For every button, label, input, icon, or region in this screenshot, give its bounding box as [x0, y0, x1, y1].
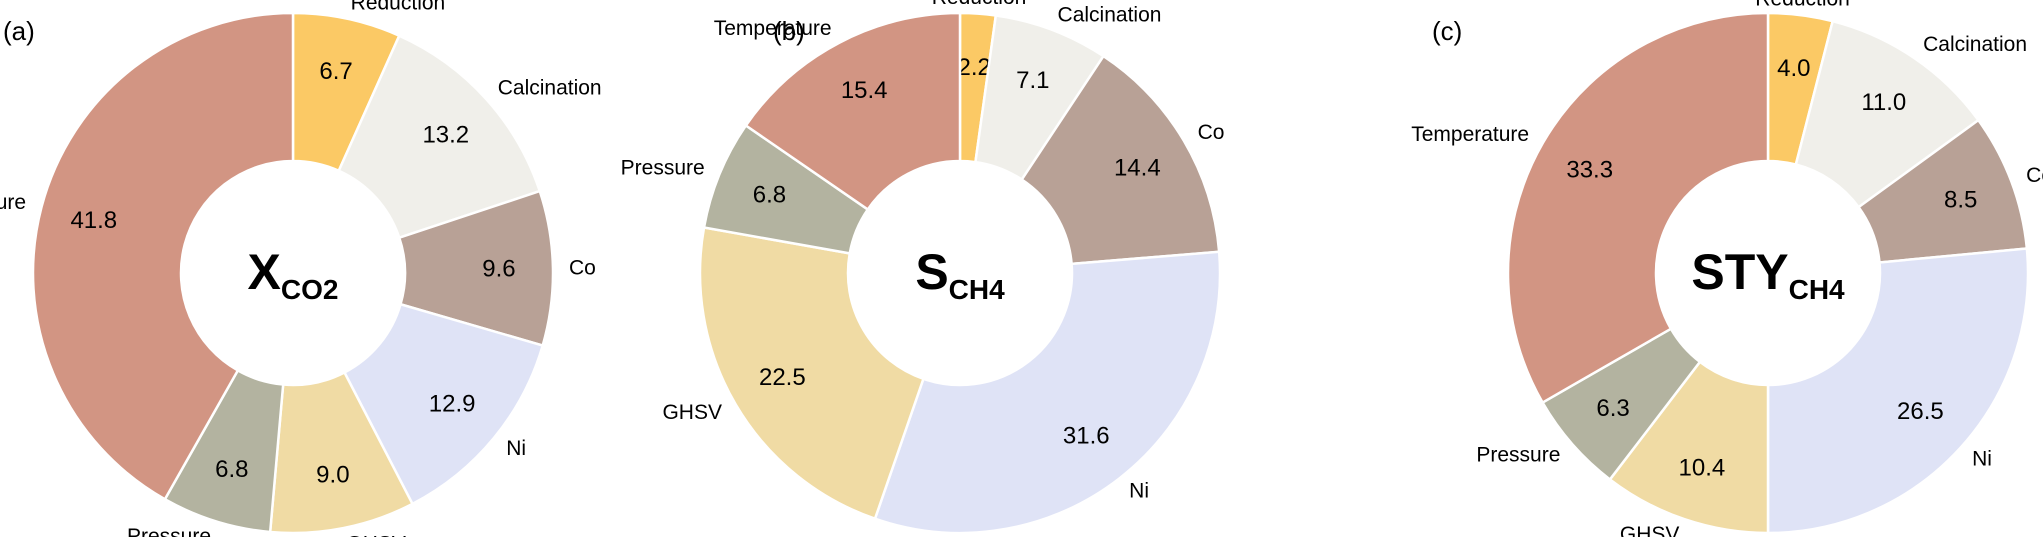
value-label-ghsv: 22.5 [759, 364, 806, 391]
category-label-ghsv: GHSV [662, 401, 722, 424]
category-label-reduction: Reduction [1755, 0, 1850, 11]
value-label-ghsv: 9.0 [316, 462, 349, 489]
center-title: XCO2 [248, 244, 339, 305]
category-label-co: Co [569, 256, 596, 279]
category-label-ghsv: GHSV [346, 532, 406, 537]
category-label-calcination: Calcination [1058, 3, 1162, 26]
value-label-temperature: 33.3 [1566, 156, 1613, 183]
center-title: STYCH4 [1691, 244, 1845, 305]
category-label-temperature: Temperature [714, 17, 832, 40]
panel-label: (b) [773, 16, 805, 46]
value-label-reduction: 2.2 [958, 54, 991, 81]
value-label-temperature: 41.8 [70, 207, 117, 234]
donut-chart-3: (c) 4.0 Reduction 11.0 Calcination 8.5 Co 26.5 N… [1411, 0, 2043, 537]
slice-co [1020, 54, 1221, 266]
category-label-reduction: Reduction [932, 0, 1027, 9]
slice-ni [342, 302, 545, 506]
category-label-temperature: Temperature [0, 191, 26, 214]
value-label-ni: 26.5 [1897, 398, 1944, 425]
value-label-calcination: 13.2 [422, 121, 469, 148]
value-label-reduction: 4.0 [1777, 55, 1810, 82]
value-label-ni: 12.9 [429, 390, 476, 417]
value-label-co: 9.6 [482, 256, 515, 283]
value-label-calcination: 7.1 [1016, 67, 1049, 94]
slice-temperature [1506, 11, 1770, 405]
category-label-pressure: Pressure [127, 525, 211, 537]
category-label-co: Co [1198, 121, 1225, 144]
value-label-co: 8.5 [1944, 187, 1977, 214]
center-title: SCH4 [915, 244, 1005, 305]
category-label-pressure: Pressure [621, 157, 705, 180]
category-label-co: Co [2026, 164, 2043, 187]
category-label-pressure: Pressure [1476, 443, 1560, 466]
category-label-ni: Ni [1129, 480, 1149, 503]
donut-chart-2: (b) 2.2 Reduction 7.1 Calcination 14.4 Co 31.6 N… [621, 0, 1225, 535]
category-label-calcination: Calcination [498, 76, 602, 99]
value-label-temperature: 15.4 [841, 77, 888, 104]
slice-ni [873, 250, 1222, 535]
category-label-reduction: Reduction [351, 0, 446, 15]
value-label-reduction: 6.7 [319, 58, 352, 85]
slice-ghsv [698, 226, 925, 521]
slice-calcination [1794, 19, 1981, 209]
donut-chart-1: (a) 6.7 Reduction 13.2 Calcination 9.6 Co 12.9 N… [0, 0, 602, 537]
value-label-pressure: 6.8 [753, 181, 786, 208]
slice-temperature [744, 11, 962, 212]
slice-ni [1766, 247, 2030, 535]
category-label-ni: Ni [506, 437, 526, 460]
value-label-ni: 31.6 [1063, 422, 1110, 449]
category-label-ni: Ni [1972, 447, 1992, 470]
panel-label: (c) [1432, 16, 1462, 46]
value-label-co: 14.4 [1114, 155, 1161, 182]
value-label-ghsv: 10.4 [1679, 455, 1726, 482]
value-label-calcination: 11.0 [1861, 89, 1906, 116]
value-label-pressure: 6.8 [215, 456, 248, 483]
category-label-calcination: Calcination [1923, 33, 2027, 56]
value-label-pressure: 6.3 [1596, 395, 1629, 422]
slice-calcination [337, 34, 542, 240]
category-label-ghsv: GHSV [1620, 523, 1680, 537]
slice-temperature [31, 11, 295, 501]
category-label-temperature: Temperature [1411, 123, 1529, 146]
panel-label: (a) [3, 16, 35, 46]
